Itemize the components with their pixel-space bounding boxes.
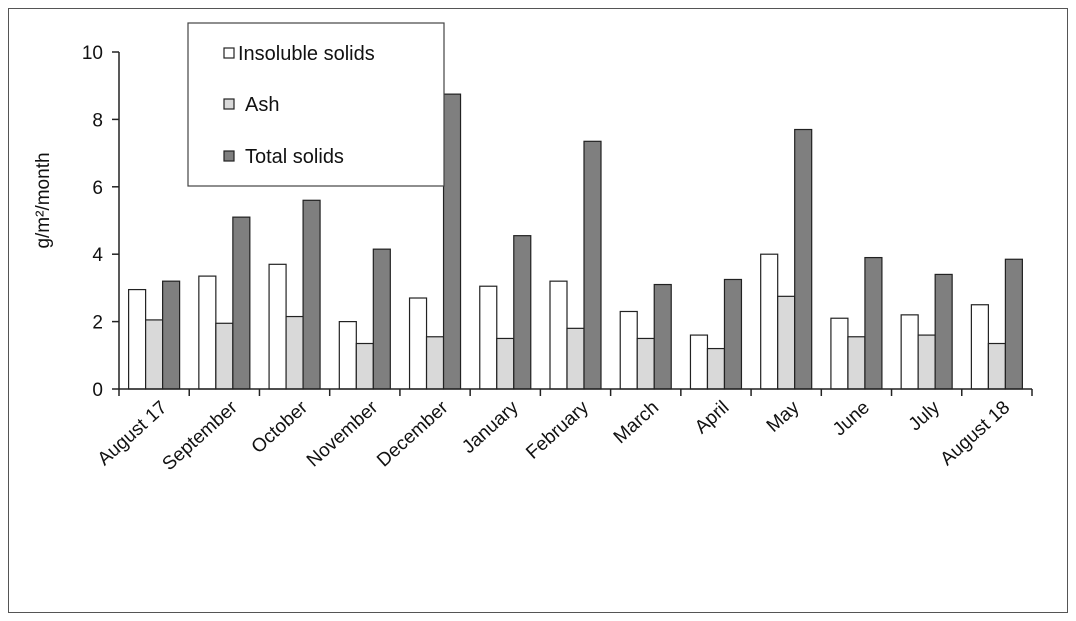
bars-layer bbox=[128, 93, 1023, 390]
bar-total-solids bbox=[232, 216, 251, 390]
bar-insoluble-solids bbox=[408, 297, 428, 390]
bar-insoluble-solids bbox=[268, 263, 287, 390]
legend-label: Total solids bbox=[245, 146, 344, 168]
x-category-label: November bbox=[303, 397, 383, 472]
legend-swatch bbox=[223, 47, 235, 59]
bar-ash bbox=[847, 336, 866, 390]
bar-insoluble-solids bbox=[549, 280, 568, 390]
x-category-label: December bbox=[373, 397, 453, 472]
y-tick-label: 8 bbox=[92, 110, 103, 131]
x-category-label: February bbox=[522, 397, 593, 464]
bar-total-solids bbox=[864, 256, 883, 390]
x-category-label: January bbox=[458, 397, 523, 458]
bar-insoluble-solids bbox=[128, 288, 147, 390]
legend-label: Ash bbox=[245, 94, 279, 116]
bar-insoluble-solids bbox=[689, 334, 709, 390]
bar-total-solids bbox=[162, 280, 181, 390]
bar-total-solids bbox=[583, 140, 602, 390]
bar-ash bbox=[917, 334, 936, 390]
x-category-label: June bbox=[829, 397, 874, 440]
bar-total-solids bbox=[513, 235, 532, 390]
legend-swatch bbox=[223, 150, 235, 162]
bar-ash bbox=[285, 315, 304, 390]
y-tick-label: 2 bbox=[92, 313, 103, 334]
bar-ash bbox=[777, 295, 796, 390]
legend: Insoluble solids Ash Total solids bbox=[187, 22, 445, 187]
bar-insoluble-solids bbox=[479, 285, 498, 390]
bar-total-solids bbox=[302, 199, 321, 390]
y-ticks: 0 2 4 6 8 10 bbox=[82, 43, 119, 401]
bar-total-solids bbox=[723, 278, 743, 390]
bar-ash bbox=[215, 322, 234, 390]
y-tick-label: 10 bbox=[82, 43, 103, 64]
bar-ash bbox=[636, 337, 655, 390]
legend-swatch bbox=[223, 98, 235, 110]
bar-ash bbox=[706, 347, 726, 390]
bar-insoluble-solids bbox=[970, 304, 989, 390]
bar-ash bbox=[425, 336, 445, 390]
bar-total-solids bbox=[372, 248, 391, 390]
bar-insoluble-solids bbox=[760, 253, 779, 390]
bar-total-solids bbox=[934, 273, 953, 390]
x-category-label: October bbox=[248, 397, 313, 458]
x-category-label: August 18 bbox=[937, 397, 1015, 470]
legend-label: Insoluble solids bbox=[238, 43, 375, 65]
bar-ash bbox=[566, 327, 585, 390]
y-tick-label: 0 bbox=[92, 380, 103, 401]
bar-insoluble-solids bbox=[830, 317, 849, 390]
bar-ash bbox=[987, 342, 1006, 390]
y-tick-label: 4 bbox=[92, 245, 103, 266]
bar-total-solids bbox=[653, 283, 672, 390]
bar-total-solids bbox=[794, 128, 813, 390]
x-category-label: September bbox=[159, 397, 243, 475]
bar-insoluble-solids bbox=[619, 310, 638, 390]
x-category-label: March bbox=[610, 397, 663, 448]
y-axis-label: g/m²/month bbox=[33, 152, 54, 248]
bar-ash bbox=[496, 337, 515, 390]
x-category-label: May bbox=[763, 397, 804, 437]
bar-insoluble-solids bbox=[198, 275, 217, 390]
x-category-label: April bbox=[691, 397, 733, 438]
bar-insoluble-solids bbox=[900, 314, 919, 390]
bar-total-solids bbox=[442, 93, 462, 390]
bar-total-solids bbox=[1004, 258, 1023, 390]
x-category-label: July bbox=[905, 397, 945, 436]
bar-insoluble-solids bbox=[338, 321, 357, 390]
bar-ash bbox=[145, 319, 164, 390]
chart-frame: 0 2 4 6 8 10 August 17 September October Novembe… bbox=[8, 8, 1068, 613]
y-tick-label: 6 bbox=[92, 178, 103, 199]
bar-ash bbox=[355, 342, 374, 390]
